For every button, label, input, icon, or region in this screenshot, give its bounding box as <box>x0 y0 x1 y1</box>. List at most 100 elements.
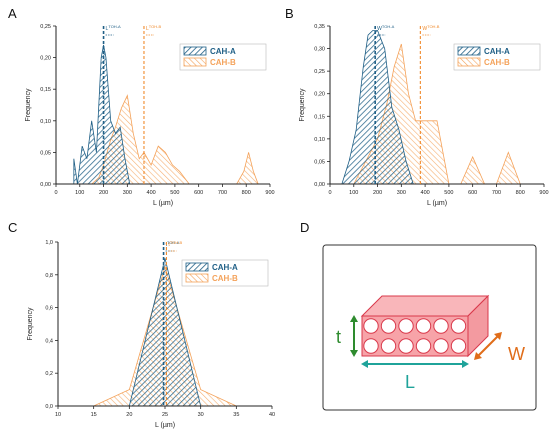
panel-label-b: B <box>285 6 294 21</box>
x-tick-label: 25 <box>162 412 168 418</box>
y-axis-label-b: Frequency <box>299 88 306 122</box>
y-tick-label: 0,30 <box>314 47 325 53</box>
channel-circle <box>450 338 467 354</box>
legend-swatch-b-a <box>183 57 207 67</box>
x-tick-label: 200 <box>99 190 108 196</box>
channel-circle <box>433 338 449 354</box>
dim-w-label: W <box>508 344 525 364</box>
x-tick-label: 400 <box>421 190 430 196</box>
x-tick-label: 100 <box>349 190 358 196</box>
y-tick-label: 0,05 <box>314 159 325 165</box>
chart-panel-b: 0 100 200 300 400 500 600 700 800 900 0,00 0,05 0,10… <box>299 24 549 207</box>
chart-panel-a: 0 100 200 300 400 500 600 700 800 900 0,00 0,05 0,10… <box>25 24 275 207</box>
mean-annotation-a-a: LTOH-A <box>106 24 121 32</box>
x-tick-label: 0 <box>54 190 57 196</box>
block-channels <box>363 318 467 354</box>
x-tick-label: 40 <box>269 412 275 418</box>
mean-annotation-a-b: WTOH-A <box>377 24 394 32</box>
y-tick-label: 0,15 <box>314 114 325 120</box>
x-tick-label: 700 <box>218 190 227 196</box>
legend-swatch-a-a <box>183 46 207 56</box>
y-tick-label: 0,0 <box>45 404 53 410</box>
x-tick-label: 500 <box>444 190 453 196</box>
x-tick-label: 300 <box>397 190 406 196</box>
x-tick-label: 900 <box>539 190 548 196</box>
panel-label-d: D <box>300 220 309 235</box>
y-tick-label: 0,00 <box>314 182 325 188</box>
series-b-area-a <box>90 94 259 185</box>
channel-circle <box>380 338 397 354</box>
mean-annotation-b-c: tTOH-B <box>168 240 182 248</box>
legend-label-a-b: CAH-A <box>484 47 510 56</box>
y-tick-label: 0,2 <box>45 371 53 377</box>
x-tick-label: 600 <box>194 190 203 196</box>
mean-annotation-b-b: WTOH-B <box>422 24 439 32</box>
y-tick-label: 0,10 <box>40 119 51 125</box>
y-tick-label: 1,0 <box>45 240 53 246</box>
mean-annotation-b-a: LTOH-B <box>146 24 161 32</box>
y-tick-label: 0,00 <box>40 182 51 188</box>
x-tick-label: 800 <box>242 190 251 196</box>
dim-l-label: L <box>405 372 415 392</box>
x-tick-label: 800 <box>516 190 525 196</box>
dim-w-arrow <box>477 335 499 357</box>
x-tick-label: 30 <box>198 412 204 418</box>
legend-swatch-a-c <box>185 262 209 272</box>
dim-l-arrowhead-left <box>361 360 368 368</box>
dim-w-arrowhead-high <box>494 332 502 340</box>
x-tick-label: 0 <box>328 190 331 196</box>
legend-label-b-a: CAH-B <box>210 58 236 67</box>
channel-circle <box>415 318 432 334</box>
x-tick-label: 20 <box>126 412 132 418</box>
channel-circle <box>398 338 414 354</box>
chart-panel-c: 10 15 20 25 30 35 40 0,0 0,2 0,4 0,6 0,8 1,0 L (µm) Fr… <box>27 240 275 429</box>
channel-circle <box>363 318 379 334</box>
y-tick-label: 0,25 <box>40 24 51 30</box>
y-tick-label: 0,4 <box>45 338 53 344</box>
dim-t-arrowhead-top <box>350 315 358 322</box>
y-tick-label: 0,20 <box>314 92 325 98</box>
legend-swatch-b-c <box>185 273 209 283</box>
x-tick-label: 200 <box>373 190 382 196</box>
legend-label-a-a: CAH-A <box>210 47 236 56</box>
x-tick-label: 15 <box>91 412 97 418</box>
panel-label-a: A <box>8 6 17 21</box>
panel-label-c: C <box>8 220 17 235</box>
y-axis-label-c: Frequency <box>27 307 34 341</box>
block-top-face <box>360 295 490 317</box>
x-axis-label-c: L (µm) <box>155 422 175 429</box>
y-tick-label: 0,10 <box>314 137 325 143</box>
channel-circle <box>363 338 379 354</box>
legend-label-b-b: CAH-B <box>484 58 510 67</box>
x-axis-label-a: L (µm) <box>153 200 173 207</box>
legend-swatch-a-b <box>457 46 481 56</box>
channel-circle <box>415 338 432 354</box>
series-a-area-b <box>341 30 414 185</box>
legend-swatch-b-b <box>457 57 481 67</box>
series-a-area-a <box>73 44 131 185</box>
y-tick-label: 0,35 <box>314 24 325 30</box>
channel-circle <box>398 318 414 334</box>
channel-circle <box>433 318 449 334</box>
x-tick-label: 10 <box>55 412 61 418</box>
dim-t-label: t <box>336 327 341 347</box>
x-tick-label: 500 <box>170 190 179 196</box>
x-tick-label: 600 <box>468 190 477 196</box>
x-tick-label: 35 <box>233 412 239 418</box>
y-tick-label: 0,20 <box>40 56 51 62</box>
x-tick-label: 400 <box>147 190 156 196</box>
x-tick-label: 700 <box>492 190 501 196</box>
x-axis-label-b: L (µm) <box>427 200 447 207</box>
x-tick-label: 900 <box>265 190 274 196</box>
diagram-frame <box>322 244 537 411</box>
y-tick-label: 0,6 <box>45 306 53 312</box>
y-tick-label: 0,15 <box>40 87 51 93</box>
channel-circle <box>450 318 467 334</box>
y-tick-label: 0,05 <box>40 150 51 156</box>
channel-circle <box>380 318 397 334</box>
legend-label-a-c: CAH-A <box>212 263 238 272</box>
x-tick-label: 100 <box>75 190 84 196</box>
y-tick-label: 0,8 <box>45 273 53 279</box>
block-front-face <box>361 315 469 357</box>
